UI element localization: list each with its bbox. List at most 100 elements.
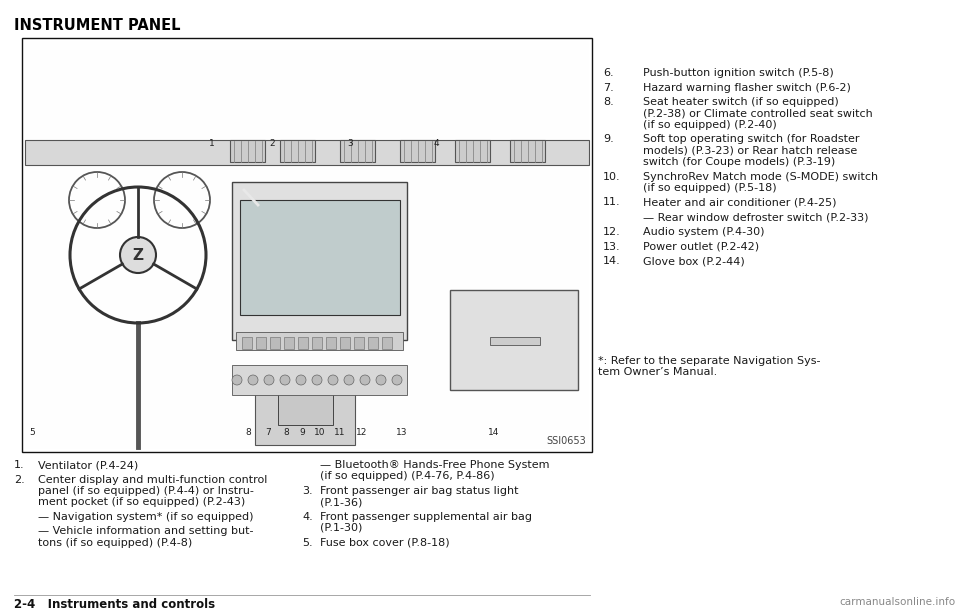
- Bar: [354, 337, 364, 349]
- Circle shape: [392, 375, 402, 385]
- Text: 7.: 7.: [603, 82, 613, 93]
- Text: 10.: 10.: [603, 172, 620, 181]
- Text: 3.: 3.: [302, 486, 313, 496]
- Circle shape: [120, 237, 156, 273]
- Text: (P.1-30): (P.1-30): [320, 523, 362, 533]
- Text: Audio system (P.4-30): Audio system (P.4-30): [643, 227, 764, 237]
- Bar: [270, 337, 280, 349]
- Text: INSTRUMENT PANEL: INSTRUMENT PANEL: [14, 18, 180, 33]
- Text: (if so equipped) (P.4-76, P.4-86): (if so equipped) (P.4-76, P.4-86): [320, 471, 494, 481]
- Text: 4: 4: [433, 139, 439, 148]
- Text: panel (if so equipped) (P.4-4) or Instru-: panel (if so equipped) (P.4-4) or Instru…: [38, 486, 253, 496]
- Bar: [450, 290, 578, 390]
- Bar: [490, 337, 540, 345]
- Bar: [230, 140, 265, 162]
- Text: Soft top operating switch (for Roadster: Soft top operating switch (for Roadster: [643, 134, 859, 144]
- Circle shape: [264, 375, 274, 385]
- Text: 5.: 5.: [302, 538, 313, 547]
- Bar: [298, 337, 308, 349]
- Text: 1.: 1.: [14, 460, 25, 470]
- Text: tem Owner’s Manual.: tem Owner’s Manual.: [598, 367, 717, 377]
- Text: 8.: 8.: [603, 97, 613, 108]
- Text: Push-button ignition switch (P.5-8): Push-button ignition switch (P.5-8): [643, 68, 833, 78]
- Bar: [232, 365, 407, 395]
- Bar: [455, 140, 490, 162]
- Text: 9: 9: [300, 428, 305, 437]
- Text: 14: 14: [489, 428, 500, 437]
- Text: 13: 13: [396, 428, 408, 437]
- Text: 8: 8: [283, 428, 289, 437]
- Text: 14.: 14.: [603, 256, 621, 266]
- Text: 2: 2: [269, 139, 275, 148]
- Text: (if so equipped) (P.2-40): (if so equipped) (P.2-40): [643, 120, 777, 130]
- Text: Power outlet (P.2-42): Power outlet (P.2-42): [643, 241, 759, 252]
- Bar: [255, 375, 355, 445]
- Text: — Vehicle information and setting but-: — Vehicle information and setting but-: [38, 527, 253, 536]
- Text: (P.2-38) or Climate controlled seat switch: (P.2-38) or Climate controlled seat swit…: [643, 109, 873, 119]
- Text: carmanualsonline.info: carmanualsonline.info: [839, 597, 955, 607]
- Bar: [326, 337, 336, 349]
- Circle shape: [280, 375, 290, 385]
- Text: *: Refer to the separate Navigation Sys-: *: Refer to the separate Navigation Sys-: [598, 356, 821, 366]
- Text: 1: 1: [209, 139, 215, 148]
- Text: models) (P.3-23) or Rear hatch release: models) (P.3-23) or Rear hatch release: [643, 145, 857, 156]
- Text: Seat heater switch (if so equipped): Seat heater switch (if so equipped): [643, 97, 839, 108]
- Circle shape: [248, 375, 258, 385]
- Text: Glove box (P.2-44): Glove box (P.2-44): [643, 256, 745, 266]
- Circle shape: [344, 375, 354, 385]
- Bar: [242, 337, 252, 349]
- Bar: [232, 182, 407, 340]
- Text: 10: 10: [314, 428, 325, 437]
- Text: 8: 8: [245, 428, 251, 437]
- Bar: [278, 385, 333, 425]
- Bar: [382, 337, 392, 349]
- Bar: [284, 337, 294, 349]
- Text: switch (for Coupe models) (P.3-19): switch (for Coupe models) (P.3-19): [643, 157, 835, 167]
- Text: Heater and air conditioner (P.4-25): Heater and air conditioner (P.4-25): [643, 197, 836, 208]
- Text: Center display and multi-function control: Center display and multi-function contro…: [38, 475, 268, 485]
- Circle shape: [360, 375, 370, 385]
- Text: tons (if so equipped) (P.4-8): tons (if so equipped) (P.4-8): [38, 538, 192, 547]
- Circle shape: [376, 375, 386, 385]
- Text: 2.: 2.: [14, 475, 25, 485]
- Text: Z: Z: [132, 247, 143, 263]
- Bar: [400, 140, 435, 162]
- Circle shape: [328, 375, 338, 385]
- Text: SynchroRev Match mode (S-MODE) switch: SynchroRev Match mode (S-MODE) switch: [643, 172, 878, 181]
- Text: 2-4   Instruments and controls: 2-4 Instruments and controls: [14, 598, 215, 611]
- Text: SSI0653: SSI0653: [546, 436, 586, 446]
- Text: (if so equipped) (P.5-18): (if so equipped) (P.5-18): [643, 183, 777, 193]
- Text: (P.1-36): (P.1-36): [320, 497, 362, 507]
- Text: Hazard warning flasher switch (P.6-2): Hazard warning flasher switch (P.6-2): [643, 82, 851, 93]
- Text: 9.: 9.: [603, 134, 613, 144]
- Text: — Navigation system* (if so equipped): — Navigation system* (if so equipped): [38, 512, 253, 522]
- Circle shape: [312, 375, 322, 385]
- Text: Front passenger air bag status light: Front passenger air bag status light: [320, 486, 518, 496]
- Bar: [312, 337, 322, 349]
- Bar: [22, 38, 592, 452]
- Text: 7: 7: [265, 428, 271, 437]
- Bar: [236, 332, 403, 350]
- Text: 12.: 12.: [603, 227, 621, 237]
- Text: 6.: 6.: [603, 68, 613, 78]
- Text: 13.: 13.: [603, 241, 620, 252]
- Bar: [256, 337, 266, 349]
- Text: 5: 5: [29, 428, 35, 437]
- Bar: [340, 140, 375, 162]
- Text: — Bluetooth® Hands-Free Phone System: — Bluetooth® Hands-Free Phone System: [320, 460, 549, 470]
- Bar: [280, 140, 315, 162]
- Text: ment pocket (if so equipped) (P.2-43): ment pocket (if so equipped) (P.2-43): [38, 497, 245, 507]
- Text: Front passenger supplemental air bag: Front passenger supplemental air bag: [320, 512, 532, 522]
- Text: 12: 12: [356, 428, 368, 437]
- Text: 4.: 4.: [302, 512, 313, 522]
- Bar: [510, 140, 545, 162]
- Text: 11.: 11.: [603, 197, 620, 208]
- Circle shape: [232, 375, 242, 385]
- Bar: [368, 337, 378, 349]
- Text: Ventilator (P.4-24): Ventilator (P.4-24): [38, 460, 138, 470]
- Text: 3: 3: [348, 139, 353, 148]
- Bar: [25, 41, 589, 449]
- Text: 11: 11: [334, 428, 346, 437]
- Bar: [25, 140, 589, 165]
- Bar: [340, 337, 350, 349]
